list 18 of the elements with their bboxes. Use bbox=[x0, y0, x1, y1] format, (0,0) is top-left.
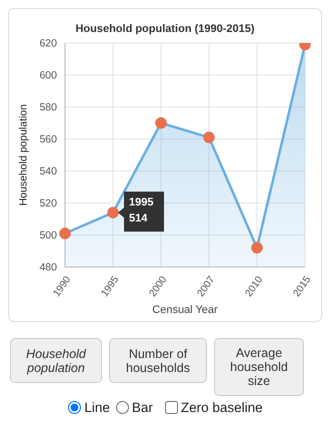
annotation: 1995 514 bbox=[129, 196, 154, 225]
y-axis-title: Household population bbox=[18, 104, 30, 206]
text: Household population bbox=[10, 338, 102, 383]
y-tick-label: 500 bbox=[39, 230, 58, 242]
text: Line bbox=[83, 400, 110, 415]
text: Number of households bbox=[109, 338, 207, 383]
y-tick-label: 540 bbox=[39, 166, 58, 178]
y-tick-label: 480 bbox=[39, 262, 58, 274]
text: Bar bbox=[130, 400, 153, 415]
y-tick-label: 520 bbox=[39, 198, 58, 210]
y-tick-label: 620 bbox=[39, 38, 58, 50]
chart-title: Household population (1990-2015) bbox=[74, 23, 256, 35]
y-tick-label: 580 bbox=[39, 102, 58, 114]
y-tick-label: 560 bbox=[39, 134, 58, 146]
x-axis-title: Censual Year bbox=[152, 304, 218, 316]
text: Zero baseline bbox=[180, 400, 263, 415]
y-tick-label: 600 bbox=[39, 70, 58, 82]
text: Average household size bbox=[214, 338, 304, 396]
